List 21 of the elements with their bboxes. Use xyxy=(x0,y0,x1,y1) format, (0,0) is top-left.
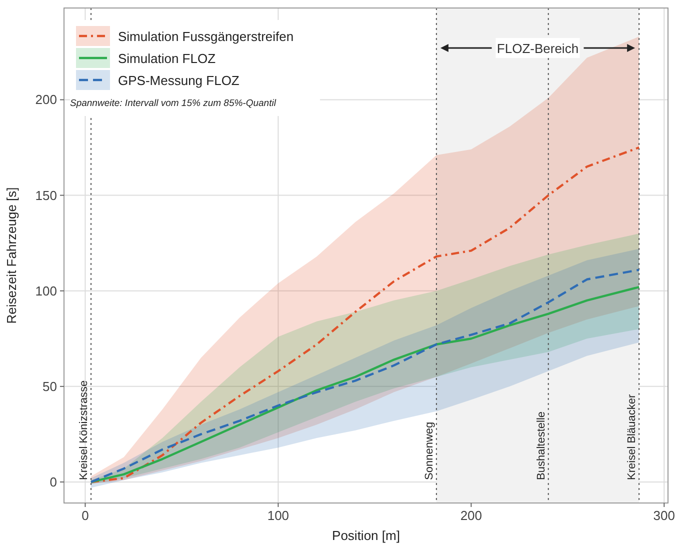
legend-label: Simulation Fussgängerstreifen xyxy=(118,29,294,44)
ref-line-label: Kreisel Bläuacker xyxy=(626,394,638,480)
band-label: FLOZ-Bereich xyxy=(496,41,579,56)
ref-line-label: Sonnenweg xyxy=(423,422,436,480)
y-tick-label: 150 xyxy=(35,188,57,203)
legend-label: GPS-Messung FLOZ xyxy=(118,73,240,88)
y-tick-label: 200 xyxy=(35,92,57,108)
x-tick-label: 100 xyxy=(267,508,290,523)
ref-line-label: Bushaltestelle xyxy=(535,411,548,480)
y-tick-label: 0 xyxy=(50,474,57,490)
x-tick-label: 200 xyxy=(460,508,482,523)
annotation: Spannweite: Intervall vom 15% zum 85%-Quantil xyxy=(70,98,277,109)
y-tick-label: 50 xyxy=(42,378,57,394)
y-axis-title: Reisezeit Fahrzeuge [s] xyxy=(4,187,19,324)
legend-label: Simulation FLOZ xyxy=(118,51,216,66)
x-tick-label: 0 xyxy=(82,508,89,523)
x-tick-label: 300 xyxy=(653,508,675,523)
x-axis-title: Position [m] xyxy=(332,528,400,543)
y-tick-label: 100 xyxy=(35,283,57,298)
line-series xyxy=(90,146,640,484)
ref-line-label: Kreisel Könizstrasse xyxy=(78,380,90,480)
